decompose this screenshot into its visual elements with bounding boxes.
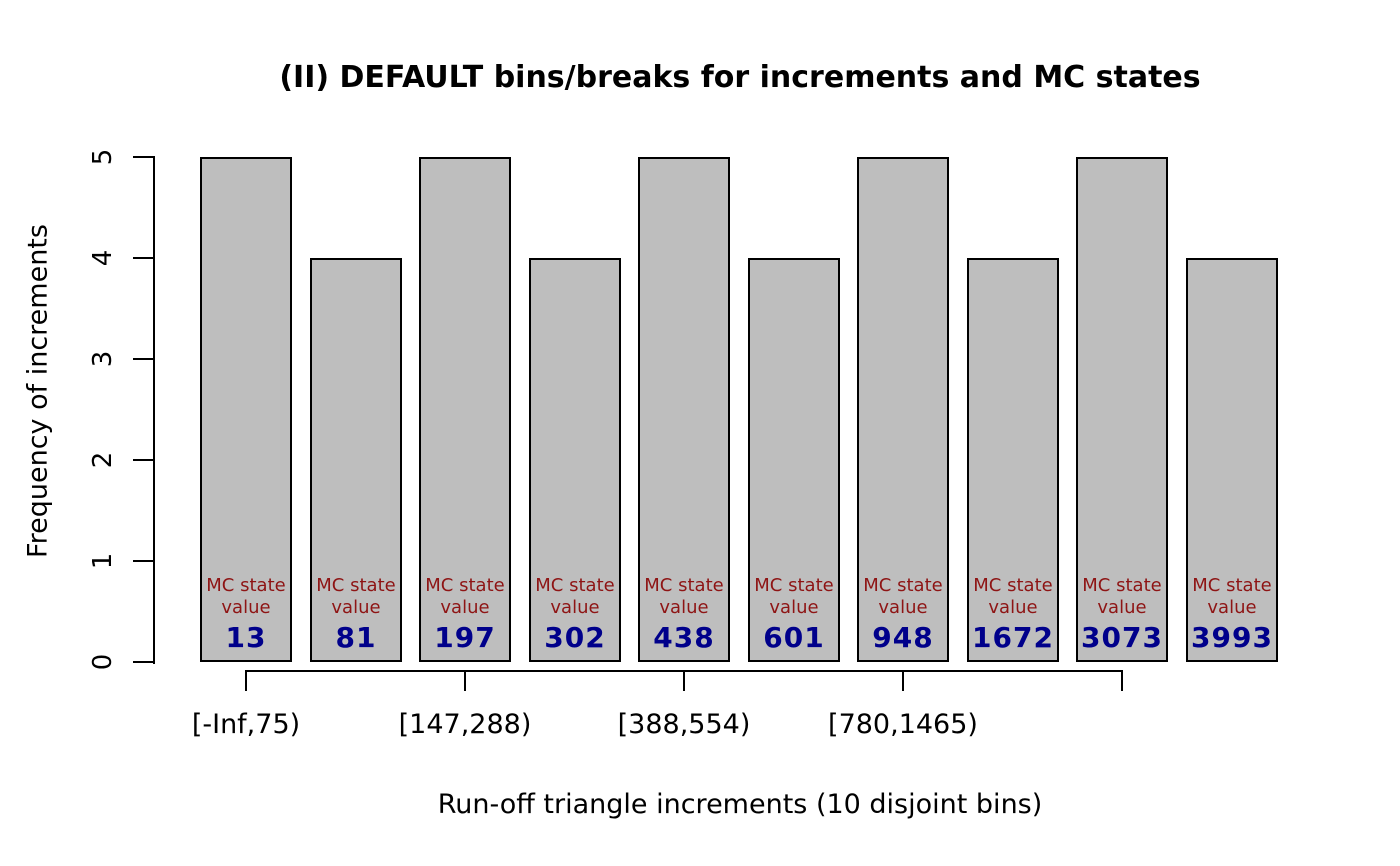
x-tick-label: [388,554) [617, 709, 751, 740]
bar: MC state value 948 [857, 157, 949, 662]
y-tick [133, 661, 153, 663]
bar-state-value: 197 [434, 621, 496, 654]
bar-state-value: 1672 [972, 621, 1054, 654]
bar-state-value: 302 [544, 621, 606, 654]
x-tick [902, 670, 904, 691]
y-tick [133, 459, 153, 461]
bar: MC state value 3993 [1186, 258, 1278, 662]
bar-state-label: MC state value [316, 575, 396, 618]
x-tick [683, 670, 685, 691]
x-tick [245, 670, 247, 691]
bar-state-label: MC state value [973, 575, 1053, 618]
bar: MC state value 13 [200, 157, 292, 662]
bar: MC state value 601 [748, 258, 840, 662]
y-tick [133, 560, 153, 562]
x-tick-label: [147,288) [398, 709, 532, 740]
bar-state-value: 601 [763, 621, 825, 654]
y-tick-label: 0 [88, 653, 118, 671]
bar: MC state value 302 [529, 258, 621, 662]
bar-state-value: 81 [335, 621, 377, 654]
y-tick-label: 5 [88, 148, 118, 166]
y-tick [133, 358, 153, 360]
bar-state-label: MC state value [754, 575, 834, 618]
bar-state-label: MC state value [863, 575, 943, 618]
x-tick [1121, 670, 1123, 691]
bar-state-label: MC state value [535, 575, 615, 618]
bar-state-label: MC state value [425, 575, 505, 618]
bar-state-label: MC state value [206, 575, 286, 618]
bar-state-value: 3993 [1191, 621, 1273, 654]
bar: MC state value 81 [310, 258, 402, 662]
y-tick-label: 2 [88, 451, 118, 469]
y-tick-label: 3 [88, 350, 118, 368]
x-tick-label: [-Inf,75) [191, 709, 301, 740]
x-tick [464, 670, 466, 691]
y-tick-label: 1 [88, 552, 118, 570]
y-axis-line [153, 156, 155, 664]
x-axis-title: Run-off triangle increments (10 disjoint… [437, 789, 1043, 820]
bar-state-value: 13 [225, 621, 267, 654]
bar: MC state value 3073 [1076, 157, 1168, 662]
bar-state-value: 438 [653, 621, 715, 654]
bar: MC state value 197 [419, 157, 511, 662]
chart-title: (II) DEFAULT bins/breaks for increments … [279, 60, 1201, 95]
y-tick [133, 156, 153, 158]
bar-state-label: MC state value [1192, 575, 1272, 618]
bar: MC state value 438 [638, 157, 730, 662]
bar-state-value: 3073 [1081, 621, 1163, 654]
x-tick-label: [780,1465) [828, 709, 978, 740]
bar-state-label: MC state value [644, 575, 724, 618]
y-tick-label: 4 [88, 249, 118, 267]
bar-state-label: MC state value [1082, 575, 1162, 618]
bar-state-value: 948 [872, 621, 934, 654]
y-tick [133, 257, 153, 259]
bar: MC state value 1672 [967, 258, 1059, 662]
